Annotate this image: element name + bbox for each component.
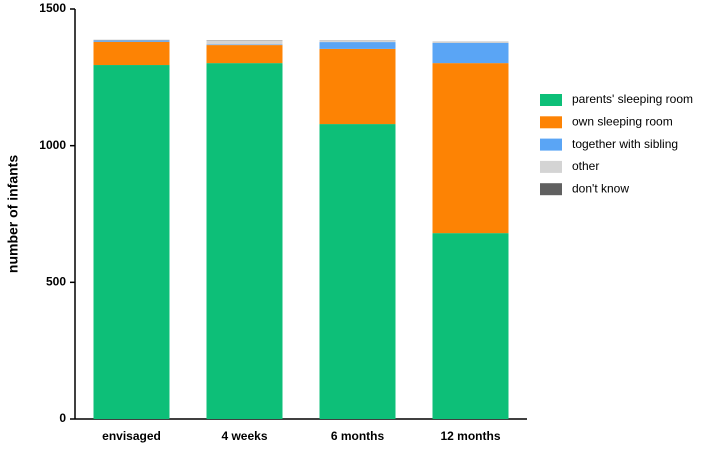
legend-label: other xyxy=(572,159,599,173)
y-axis-label: number of infants xyxy=(5,155,21,273)
x-tick-label: envisaged xyxy=(102,429,161,443)
legend-swatch xyxy=(540,161,562,173)
legend-swatch xyxy=(540,183,562,195)
bar-segment xyxy=(433,233,509,419)
legend-label: parents' sleeping room xyxy=(572,92,693,106)
bar-segment xyxy=(94,40,170,41)
y-tick-label: 1000 xyxy=(39,138,66,152)
bar-segment xyxy=(207,45,283,63)
legend-swatch xyxy=(540,139,562,151)
x-tick-label: 4 weeks xyxy=(221,429,267,443)
legend-swatch xyxy=(540,94,562,106)
bar-segment xyxy=(433,63,509,233)
legend-label: don't know xyxy=(572,181,629,195)
legend-swatch xyxy=(540,116,562,128)
x-tick-label: 12 months xyxy=(440,429,500,443)
bar-segment xyxy=(207,63,283,419)
bar-segment xyxy=(320,124,396,419)
legend-label: together with sibling xyxy=(572,137,678,151)
y-tick-label: 1500 xyxy=(39,1,66,15)
y-tick-label: 500 xyxy=(46,275,66,289)
bar-segment xyxy=(433,43,509,63)
bar-segment xyxy=(320,41,396,42)
bar-segment xyxy=(94,42,170,65)
bar-segment xyxy=(94,65,170,419)
bar-segment xyxy=(320,49,396,124)
bar-segment xyxy=(207,40,283,44)
bar-segment xyxy=(320,42,396,49)
bar-segment xyxy=(207,45,283,46)
bar-segment xyxy=(433,42,509,43)
y-tick-label: 0 xyxy=(59,411,66,425)
x-tick-label: 6 months xyxy=(331,429,385,443)
legend-label: own sleeping room xyxy=(572,114,673,128)
